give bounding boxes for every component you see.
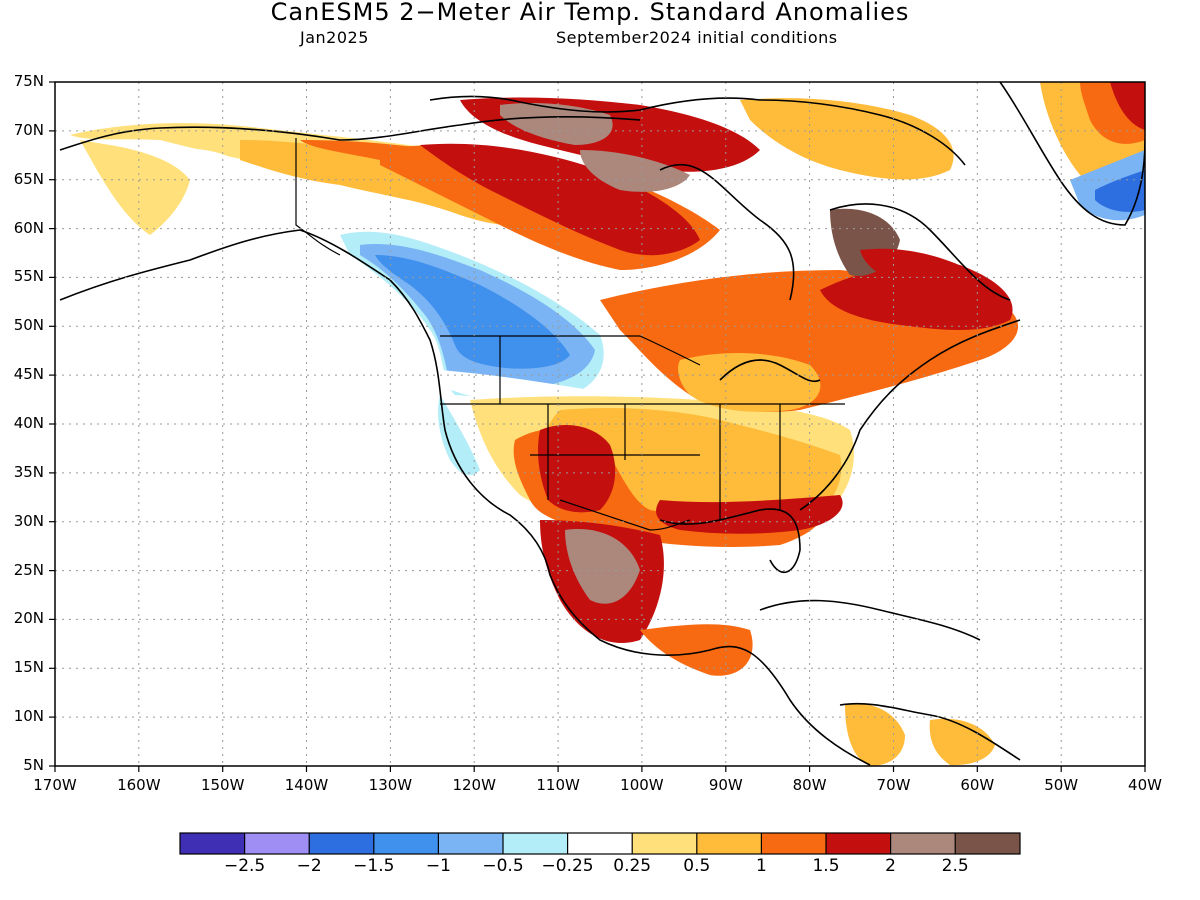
anomaly-patch [565, 529, 640, 604]
anomaly-patch [375, 255, 570, 369]
lat-tick-label: 25N [13, 561, 44, 579]
colorbar-label: 0.5 [683, 856, 711, 876]
colorbar-label: 2 [885, 856, 896, 876]
lon-tick-label: 70W [876, 776, 911, 794]
lat-tick-label: 60N [13, 219, 44, 237]
axis-ticks [49, 81, 1146, 772]
lat-tick-label: 70N [13, 121, 44, 139]
colorbar-swatch [438, 833, 503, 854]
colorbar-label: −0.25 [541, 856, 594, 876]
lon-tick-label: 160W [117, 776, 161, 794]
init-conditions: September2024 initial conditions [556, 28, 838, 47]
colorbar-swatch [826, 833, 891, 854]
lat-tick-label: 65N [13, 170, 44, 188]
borders [295, 138, 845, 531]
colorbar-label: −1 [425, 856, 451, 876]
valid-month: Jan2025 [300, 28, 369, 47]
anomaly-patch [929, 718, 995, 766]
colorbar-swatch [890, 833, 956, 854]
lon-tick-label: 170W [33, 776, 77, 794]
colorbar-swatch [696, 833, 762, 854]
anomaly-patch [860, 248, 970, 287]
lon-tick-label: 120W [452, 776, 496, 794]
lon-tick-label: 130W [368, 776, 413, 794]
colorbar-label: 1.5 [812, 856, 840, 876]
colorbar-label: −1.5 [353, 856, 395, 876]
anomaly-patch [580, 150, 690, 192]
colorbar-swatch [632, 833, 697, 854]
anomaly-patch [500, 103, 613, 145]
lon-tick-label: 50W [1044, 776, 1079, 794]
anomaly-patch [80, 140, 190, 235]
colorbar-swatch [503, 833, 568, 854]
anomaly-patch [1110, 82, 1145, 130]
lat-tick-label: 40N [13, 414, 44, 432]
lat-tick-label: 35N [13, 463, 44, 481]
colorbar-swatch [180, 833, 245, 854]
gridlines [55, 82, 1145, 766]
colorbar-label: −2.5 [223, 856, 266, 876]
colorbar-label: −0.5 [482, 856, 524, 876]
lon-tick-label: 80W [792, 776, 827, 794]
anomaly-patch [820, 263, 1013, 330]
anomaly-patch [438, 395, 480, 476]
colorbar-label: 0.25 [613, 856, 652, 876]
colorbar-swatch [309, 833, 374, 854]
colorbar-label: −2 [296, 856, 322, 876]
anomaly-fields [70, 82, 1145, 766]
anomaly-patch [1095, 170, 1145, 212]
lat-tick-label: 30N [13, 512, 44, 530]
lat-tick-label: 20N [13, 609, 44, 627]
colorbar-swatch [761, 833, 826, 854]
lon-tick-label: 60W [960, 776, 995, 794]
lat-tick-label: 10N [13, 707, 44, 725]
anomaly-patch [740, 98, 954, 180]
colorbar-label: 1 [755, 856, 767, 876]
anomaly-patch [537, 425, 616, 513]
anomaly-patch [160, 148, 250, 192]
lat-tick-label: 50N [13, 316, 44, 334]
lat-tick-label: 55N [13, 267, 44, 285]
lon-tick-label: 40W [1128, 776, 1162, 794]
colorbar-label: 2.5 [941, 856, 969, 876]
anomaly-patch [640, 624, 753, 676]
lat-tick-label: 5N [23, 756, 44, 774]
anomaly-patch [420, 143, 700, 256]
lon-tick-label: 110W [536, 776, 580, 794]
map-title: CanESM5 2−Meter Air Temp. Standard Anoma… [270, 0, 910, 26]
colorbar-swatch [373, 833, 439, 854]
colorbar-swatch [567, 833, 633, 854]
coastlines [59, 82, 1145, 766]
lon-tick-label: 150W [200, 776, 245, 794]
colorbar [179, 832, 1021, 855]
lon-tick-label: 100W [620, 776, 664, 794]
lon-tick-label: 90W [708, 776, 743, 794]
colorbar-swatch [244, 833, 310, 854]
lon-tick-label: 140W [284, 776, 329, 794]
anomaly-patch [845, 703, 905, 766]
colorbar-swatch [955, 833, 1020, 854]
lat-tick-label: 15N [13, 658, 44, 676]
lat-tick-label: 75N [13, 72, 44, 90]
lat-tick-label: 45N [13, 365, 44, 383]
